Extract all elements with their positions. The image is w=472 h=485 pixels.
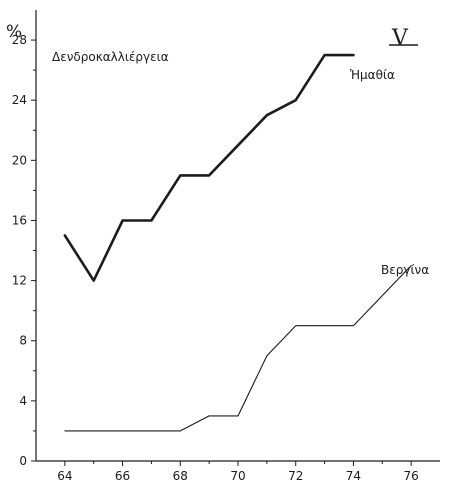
series-layer bbox=[63, 53, 412, 432]
y-tick-label: 16 bbox=[12, 213, 27, 227]
y-axis-unit-label: % bbox=[6, 22, 22, 42]
y-tick-label: 0 bbox=[19, 454, 27, 468]
y-tick-label: 20 bbox=[12, 153, 27, 167]
x-tick-label: 76 bbox=[404, 469, 419, 483]
series-line-vergina bbox=[64, 265, 412, 432]
x-axis: 64 66 68 70 72 74 76 bbox=[36, 460, 440, 483]
series-line-imathia bbox=[63, 53, 355, 282]
series-label-vergina: Βεργίνα bbox=[381, 263, 429, 277]
chart-title: Δενδροκαλλιέργεια bbox=[52, 50, 169, 64]
y-axis: 0 4 8 12 16 20 24 28 bbox=[12, 10, 37, 468]
y-tick-label: 28 bbox=[12, 33, 27, 47]
x-tick-label: 64 bbox=[57, 469, 72, 483]
x-tick-label: 68 bbox=[173, 469, 188, 483]
x-tick-label: 72 bbox=[288, 469, 303, 483]
panel-label: V bbox=[391, 26, 409, 51]
y-ticks: 0 4 8 12 16 20 24 28 bbox=[12, 33, 36, 468]
y-tick-label: 12 bbox=[12, 274, 27, 288]
x-tick-label: 74 bbox=[346, 469, 361, 483]
x-tick-label: 70 bbox=[230, 469, 245, 483]
series-label-imathia: Ἡμαθία bbox=[350, 68, 395, 82]
x-tick-label: 66 bbox=[115, 469, 130, 483]
y-tick-label: 24 bbox=[12, 93, 27, 107]
x-ticks: 64 66 68 70 72 74 76 bbox=[57, 461, 419, 483]
y-tick-label: 8 bbox=[19, 334, 27, 348]
y-tick-label: 4 bbox=[19, 394, 27, 408]
